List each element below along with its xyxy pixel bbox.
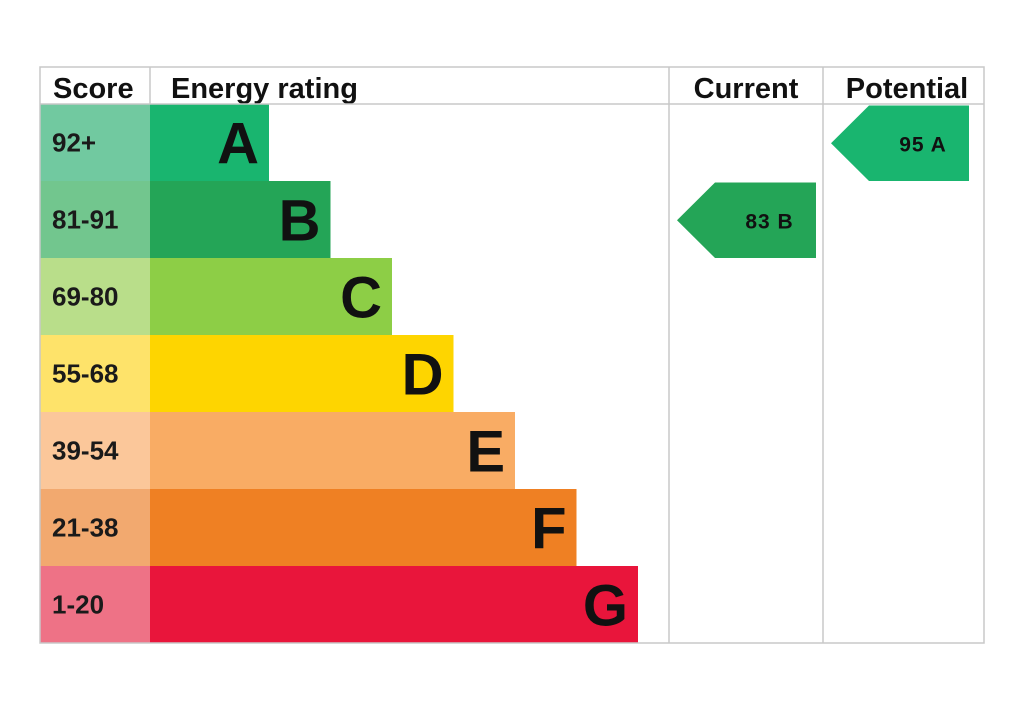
score-cell-e xyxy=(40,412,150,489)
band-bar-g xyxy=(150,566,638,643)
band-letter-f: F xyxy=(531,497,566,562)
score-cell-g xyxy=(40,566,150,643)
score-range-f: 21-38 xyxy=(52,513,119,543)
band-bar-c xyxy=(150,258,392,335)
score-range-g: 1-20 xyxy=(52,590,104,620)
score-range-d: 55-68 xyxy=(52,359,119,389)
current-header: Current xyxy=(694,73,799,105)
score-cell-f xyxy=(40,489,150,566)
potential-header: Potential xyxy=(846,73,968,105)
potential-arrow xyxy=(831,105,969,181)
energy-rating-header: Energy rating xyxy=(171,73,358,105)
band-letter-g: G xyxy=(583,574,628,639)
band-bar-f xyxy=(150,489,577,566)
band-bar-d xyxy=(150,335,454,412)
score-range-b: 81-91 xyxy=(52,205,119,235)
band-letter-e: E xyxy=(466,420,505,485)
band-letter-d: D xyxy=(402,343,444,408)
score-range-a: 92+ xyxy=(52,128,96,158)
score-header: Score xyxy=(53,73,134,105)
band-letter-a: A xyxy=(217,112,259,177)
score-cell-d xyxy=(40,335,150,412)
band-letter-c: C xyxy=(340,266,382,331)
score-cell-b xyxy=(40,181,150,258)
band-bar-e xyxy=(150,412,515,489)
score-cell-c xyxy=(40,258,150,335)
score-range-c: 69-80 xyxy=(52,282,119,312)
table-border xyxy=(39,66,985,644)
score-cell-a xyxy=(40,104,150,181)
band-bar-a xyxy=(150,104,269,181)
rating-bands: 92+ A 81-91 B 69-80 C 55-68 D 39-54 E 21-38 F 1-20 G xyxy=(40,104,638,643)
current-arrow xyxy=(677,182,816,258)
current-rating-label: 83 B xyxy=(745,210,793,233)
score-range-e: 39-54 xyxy=(52,436,119,466)
band-bar-b xyxy=(150,181,331,258)
potential-rating-label: 95 A xyxy=(899,133,947,156)
band-letter-b: B xyxy=(279,189,321,254)
rating-arrows: 83 B 95 A xyxy=(677,105,969,258)
table-grid xyxy=(39,66,985,644)
